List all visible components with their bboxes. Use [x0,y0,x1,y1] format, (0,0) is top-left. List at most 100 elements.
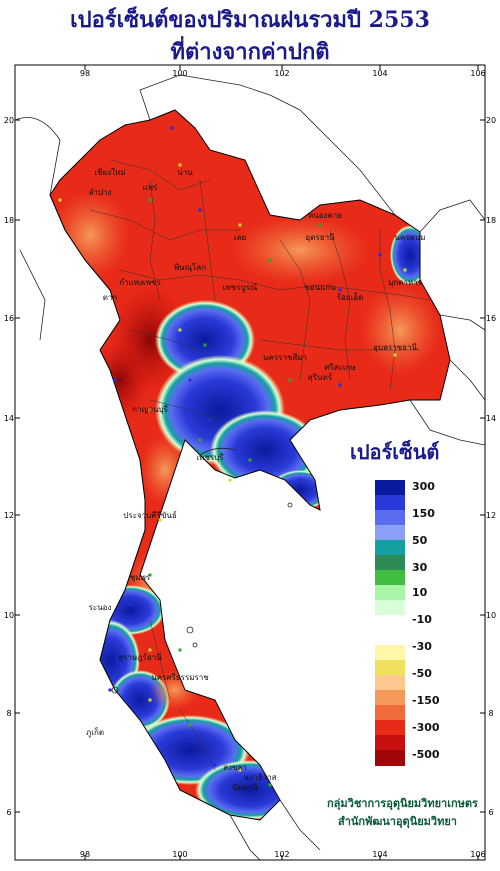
station-dot [188,723,192,727]
station-dot [108,688,112,692]
legend-swatch [375,660,405,676]
lon-label-100-bottom: 100 [172,850,187,859]
station-dot [148,648,152,652]
station-dot [128,603,132,607]
place-label: ลำปาง [89,188,112,197]
station-dot [178,648,182,652]
place-label: แพร่ [143,183,158,192]
legend-label: -30 [412,640,432,653]
place-label: พิษณุโลก [174,262,206,272]
place-label: เลย [234,233,246,242]
lat-label-16-right: 16 [486,314,496,323]
station-dot [213,763,217,767]
legend-swatch [375,735,405,751]
lat-label-10-right: 10 [486,611,496,620]
place-label: สุรินทร์ [308,372,333,382]
place-label: สงขลา [223,763,247,772]
legend-swatch [375,600,405,616]
credit-line2: สำนักพัฒนาอุตุนิยมวิทยา [338,815,457,828]
legend-swatch [375,705,405,721]
place-label: น่าน [177,168,193,177]
station-dot [298,478,302,482]
lat-label-18-left: 18 [4,216,14,225]
place-label: นครพนม [394,233,425,242]
place-label: ตาก [103,293,118,302]
lat-label-14-right: 14 [486,414,496,423]
lat-label-12-left: 12 [4,511,14,520]
place-label: ขอนแก่น [304,283,336,292]
lat-label-20-left: 20 [4,116,14,125]
legend-swatch [375,540,405,556]
lon-label-106-bottom: 106 [470,850,485,859]
station-dot [228,478,232,482]
legend-swatch [375,750,405,766]
place-label: หนองคาย [308,211,342,220]
station-dot [208,418,212,422]
legend-title: เปอร์เซ็นต์ [350,440,440,464]
legend-swatch [375,495,405,511]
legend-swatch [375,630,405,646]
station-dot [148,573,152,577]
place-label: กาญจนบุรี [132,405,168,414]
lon-label-106-top: 106 [470,69,485,78]
legend-label: 10 [412,586,428,599]
station-dot [113,378,117,382]
graticule-ticks [15,65,485,860]
lat-label-20-right: 20 [486,116,496,125]
place-label: มุกดาหาร [388,278,423,287]
map-title-line1: เปอร์เซ็นต์ของปริมาณฝนรวมปี 2553 [70,7,430,33]
lon-label-98-bottom: 98 [80,850,90,859]
place-label: อุบลราชธานี [373,343,417,352]
station-dot [170,126,174,130]
legend-label: 300 [412,480,435,493]
station-dot [238,768,242,772]
station-dot [148,408,152,412]
place-label: นครศรีธรรมราช [151,673,209,682]
lon-label-98-top: 98 [80,69,90,78]
station-dot [248,458,252,462]
station-dot [158,518,162,522]
legend-swatch [375,720,405,736]
legend-label: -50 [412,667,432,680]
station-dot [403,268,407,272]
legend-swatch [375,510,405,526]
legend-color-bar [375,480,405,766]
station-dot [178,328,182,332]
lon-label-104-top: 104 [372,69,387,78]
place-label: เชียงใหม่ [94,168,125,177]
place-label: สุราษฎร์ธานี [118,652,162,662]
station-dot [268,258,272,262]
place-label: นราธิวาส [243,773,276,782]
station-dot [148,198,152,202]
lon-label-100-top: 100 [172,69,187,78]
place-label: เพชรบุรี [196,453,224,462]
station-dot [378,253,382,257]
place-label: นครราชสีมา [263,353,307,362]
lat-label-12-right: 12 [486,511,496,520]
province-boundaries [89,159,431,771]
station-dot [238,223,242,227]
lat-label-6-right: 6 [488,808,493,817]
map-title-line2: ที่ต่างจากค่าปกติ [170,39,330,65]
legend-label: 150 [412,507,435,520]
station-dot [198,438,202,442]
legend-label: -10 [412,613,432,626]
legend-swatch [375,645,405,661]
station-dot [198,208,202,212]
station-dot [318,223,322,227]
lon-label-102-bottom: 102 [274,850,289,859]
coastline-details [111,447,293,694]
credit-line1: กลุ่มวิชาการอุตุนิยมวิทยาเกษตร [327,797,478,810]
lat-label-18-right: 18 [486,216,496,225]
lon-label-104-bottom: 104 [372,850,387,859]
legend-swatch [375,480,405,496]
lat-label-8-right: 8 [488,709,493,718]
legend-label: -150 [412,694,440,707]
station-dot [393,353,397,357]
station-dot [178,163,182,167]
legend-swatch [375,585,405,601]
place-label: กำแพงเพชร [119,278,161,287]
place-label: ชุมพร [130,573,151,582]
station-dot [203,343,207,347]
